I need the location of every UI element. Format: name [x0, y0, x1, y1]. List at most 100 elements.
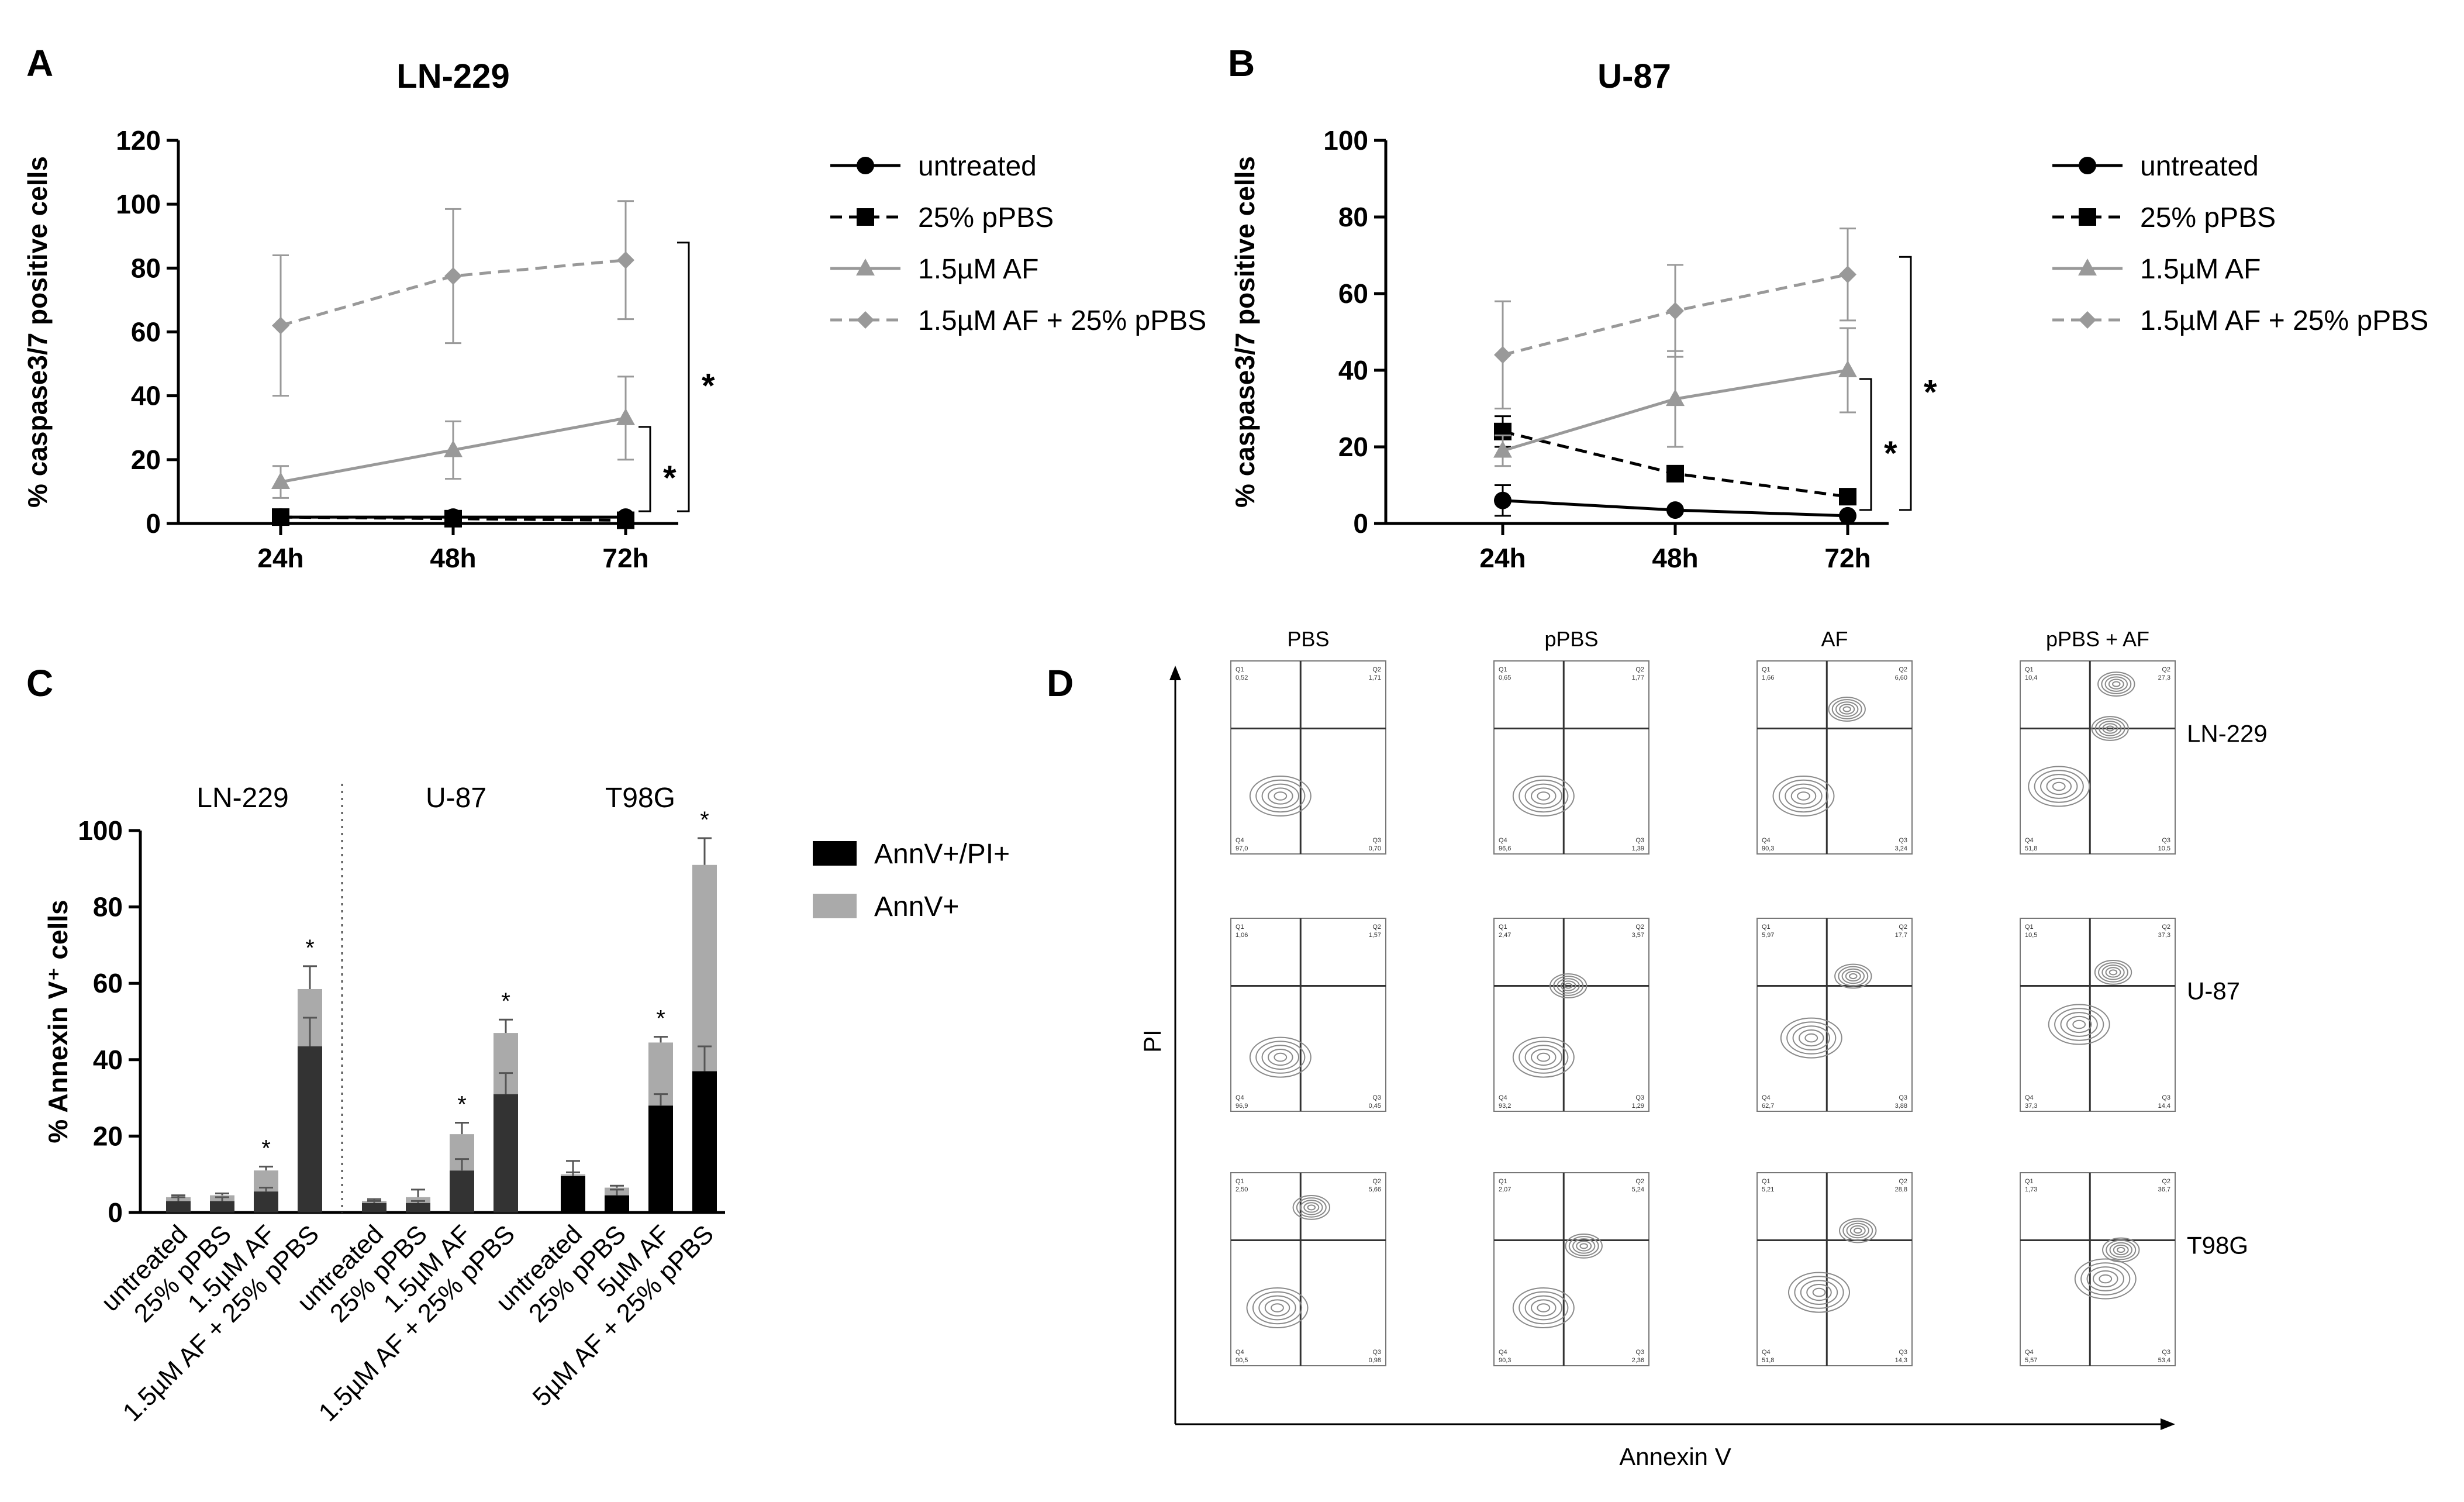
contour-line — [2094, 718, 2125, 739]
y-tick-label: 40 — [131, 381, 161, 411]
panel-b-line-chart: 0 20 40 60 80 100 24h 48h 72h % caspase3/7 positi… — [1230, 125, 2428, 573]
bar-annv-pi — [298, 1046, 322, 1212]
quadrant-q1-value: 10,4 — [2025, 674, 2037, 681]
contour-line — [1804, 1033, 1818, 1043]
contour-line — [1854, 1227, 1862, 1234]
contour-line — [2092, 1270, 2118, 1288]
quadrant-q1-value: 0,52 — [1236, 674, 1248, 681]
y-tick-label: 100 — [78, 815, 123, 846]
contour-line — [2105, 967, 2121, 978]
legend-label: 1.5µM AF — [918, 254, 1038, 285]
y-tick-label: 20 — [131, 445, 161, 475]
quadrant-q4-value: 96,6 — [1499, 845, 1511, 852]
quadrant-q3-label: Q3 — [1635, 1349, 1644, 1356]
quadrant-q3-value: 2,36 — [1632, 1357, 1644, 1364]
contour-line — [1568, 1236, 1599, 1256]
contour-line — [2048, 1004, 2110, 1045]
significance-bracket-inner-star: * — [663, 459, 677, 497]
contour-line — [2108, 678, 2124, 690]
column-label: AF — [1821, 627, 1848, 651]
significance-star: * — [457, 1092, 467, 1118]
contour-line — [2097, 671, 2135, 697]
data-point — [1838, 360, 1857, 377]
quadrant-q3-value: 14,4 — [2158, 1103, 2170, 1110]
quadrant-q2-value: 36,7 — [2158, 1186, 2170, 1193]
contour-line — [2052, 781, 2066, 791]
contour-line — [1274, 791, 1288, 801]
y-tick-label: 40 — [1338, 355, 1368, 385]
group-label: LN-229 — [196, 783, 288, 814]
plot-frame — [1493, 660, 1649, 855]
data-point — [1493, 440, 1512, 458]
y-tick-label: 0 — [108, 1197, 123, 1228]
contour-line — [1268, 787, 1293, 805]
quadrant-q3-label: Q3 — [1899, 1349, 1907, 1356]
data-point — [272, 508, 289, 526]
quadrant-q1-label: Q1 — [1499, 924, 1507, 931]
quadrant-q4-label: Q4 — [1762, 1094, 1771, 1101]
contour-line — [2060, 1012, 2098, 1037]
quadrant-q4-label: Q4 — [1236, 837, 1244, 844]
flow-plot: Q11,06 Q21,57 Q4 96,9 Q3 0,45 — [1230, 918, 1386, 1112]
data-point — [1494, 491, 1511, 509]
contour-line — [1524, 1295, 1563, 1321]
contour-line — [1835, 701, 1859, 717]
quadrant-q4-label: Q4 — [1499, 1094, 1507, 1101]
contour-line — [1849, 1225, 1866, 1236]
panel-letter-b: B — [1228, 42, 1255, 84]
plot-frame — [2020, 1172, 2176, 1366]
contour-line — [1512, 776, 1575, 817]
contour-line — [1564, 983, 1573, 989]
quadrant-q2-value: 28,8 — [1895, 1186, 1907, 1193]
x-tick-label: 48h — [1652, 543, 1698, 573]
quadrant-q2-value: 1,71 — [1369, 674, 1381, 681]
data-point — [444, 267, 462, 285]
contour-line — [1576, 1241, 1592, 1252]
contour-line — [2102, 1237, 2140, 1263]
contour-line — [1572, 1238, 1596, 1254]
data-point — [617, 511, 634, 529]
quadrant-q3-value: 0,98 — [1369, 1357, 1381, 1364]
panel-letter-c: C — [26, 662, 53, 704]
quadrant-q1-value: 0,65 — [1499, 674, 1511, 681]
quadrant-q1-label: Q1 — [1236, 1178, 1244, 1185]
plot-frame — [2020, 660, 2176, 855]
contour-line — [1842, 1220, 1873, 1241]
y-tick-label: 20 — [93, 1121, 123, 1151]
contour-line — [1772, 776, 1835, 817]
x-tick-label: 24h — [1479, 543, 1526, 573]
contour-line — [1524, 783, 1563, 809]
quadrant-q4-label: Q4 — [2025, 1349, 2034, 1356]
contour-line — [2080, 1262, 2131, 1296]
quadrant-q1-label: Q1 — [2025, 666, 2034, 673]
contour-line — [2112, 681, 2121, 687]
quadrant-q2-label: Q2 — [1635, 1178, 1644, 1185]
panel-a-line-chart: 0 20 40 60 80 100 120 24h 48h 72h % caspase3/7 pos… — [22, 125, 1206, 573]
bar-annv-pi — [605, 1195, 629, 1212]
contour-line — [2099, 1274, 2113, 1284]
quadrant-q2-label: Q2 — [2162, 924, 2170, 931]
y-tick-label: 100 — [1323, 125, 1368, 156]
significance-bracket-outer — [1899, 256, 1912, 511]
significance-bracket-outer-star: * — [1924, 374, 1937, 412]
quadrant-q3-label: Q3 — [1372, 837, 1381, 844]
legend-label: untreated — [918, 151, 1037, 182]
quadrant-q1-value: 2,07 — [1499, 1186, 1511, 1193]
data-point — [1666, 501, 1684, 519]
significance-bracket-outer-star: * — [702, 367, 715, 405]
contour-line — [1519, 1291, 1569, 1325]
plot-frame — [1493, 918, 1649, 1112]
y-tick-label: 80 — [131, 253, 161, 283]
quadrant-q1-label: Q1 — [2025, 1178, 2034, 1185]
quadrant-q3-value: 14,3 — [1895, 1357, 1907, 1364]
contour-line — [1531, 787, 1557, 805]
quadrant-q2-value: 5,24 — [1632, 1186, 1644, 1193]
legend-marker — [857, 157, 874, 174]
significance-star: * — [501, 988, 510, 1014]
significance-bracket-inner — [1859, 378, 1872, 511]
x-tick-label: 24h — [257, 543, 303, 573]
quadrant-q3-value: 0,70 — [1369, 845, 1381, 852]
